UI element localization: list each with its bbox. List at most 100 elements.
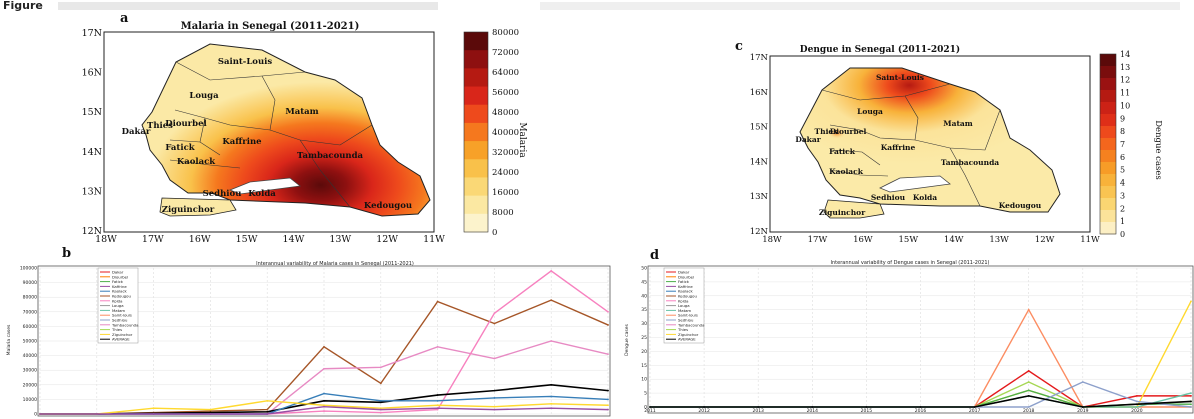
legend-label-kedougou: Kedougou (678, 294, 698, 299)
caption-text-blur-2 (540, 2, 1180, 10)
legend-label-thies: Thies (111, 327, 122, 332)
legend-label-kedougou: Kedougou (112, 294, 132, 299)
colorbar-swatch (1100, 174, 1116, 187)
y-tick-label: 45 (641, 279, 647, 285)
panel-b: b Interannual variability of Malaria cas… (6, 246, 611, 418)
legend-label-thies: Thies (677, 327, 688, 332)
lat-tick-label: 12N (82, 226, 102, 237)
legend-label-tambacounda: Tambacounda (111, 322, 138, 327)
legend-label-dakar: Dakar (112, 270, 124, 275)
series-point-matam (1136, 406, 1138, 408)
casamance-a (159, 197, 237, 217)
ylabel-dengue: Dengue cases (624, 324, 630, 356)
lon-tick-label: 13W (989, 235, 1009, 245)
lon-tick-label: 18W (762, 235, 782, 245)
series-point-kaffrine (436, 407, 439, 410)
region-label-matam: Matam (285, 107, 318, 117)
series-point-tambacounda (436, 345, 439, 348)
legend-label-tambacounda: Tambacounda (677, 322, 704, 327)
region-label-diourbel: Diourbel (165, 119, 207, 129)
series-point-kaffrine (152, 413, 155, 415)
y-tick-label: 50 (641, 266, 647, 272)
y-tick-label: 80000 (23, 295, 37, 301)
region-label-matam: Matam (943, 119, 972, 128)
colorbar-tick-label: 3 (1120, 191, 1125, 200)
series-point-average (323, 399, 325, 402)
region-label-dakar: Dakar (795, 135, 821, 144)
series-lines-b (39, 270, 609, 415)
series-point-kolda (436, 408, 439, 411)
region-label-fatick: Fatick (829, 147, 856, 156)
line-title-malaria: Interannual variability of Malaria cases… (256, 261, 414, 267)
region-label-kedougou: Kedougou (364, 201, 412, 211)
series-point-ziguinchor (152, 407, 155, 410)
series-point-fatick (1190, 403, 1192, 406)
y-tick-label: 10 (641, 377, 647, 383)
x-tick-label: 2020 (1131, 408, 1143, 414)
series-point-ziguinchor (550, 402, 553, 405)
lat-tick-label: 15N (750, 123, 769, 133)
panel-letter-d: d (650, 248, 659, 263)
legend-label-diourbel: Diourbel (112, 274, 128, 279)
series-point-kaffrine (39, 413, 41, 415)
lon-tick-label: 11W (1080, 235, 1100, 245)
series-point-kaffrine (209, 413, 212, 415)
series-point-kolda (493, 312, 496, 315)
ylabel-malaria: Malaria cases (6, 324, 12, 355)
series-point-average (550, 383, 553, 386)
colorbar-swatch (464, 50, 488, 69)
colorbar-swatch (1100, 138, 1116, 151)
x-tick-label: 2018 (1023, 408, 1035, 414)
series-point-kaffrine (493, 408, 496, 411)
colorbar-swatch (464, 177, 488, 197)
series-point-kaffrine (550, 407, 553, 410)
colorbar-tick-label: 11 (1120, 89, 1130, 98)
y-tick-label: 90000 (23, 280, 37, 286)
colorbar-swatch (1100, 90, 1116, 103)
colorbar-swatch (464, 141, 488, 160)
legend-label-louga: Louga (678, 303, 690, 308)
series-point-kaolack (607, 398, 609, 401)
series-point-kaffrine (607, 408, 609, 411)
colorbar-swatch (1100, 78, 1116, 91)
series-point-average (379, 401, 382, 404)
series-point-sedhiou (1136, 400, 1138, 403)
series-point-kaffrine (95, 413, 98, 415)
series-point-kaolack (379, 399, 382, 402)
legend-label-kaffrine: Kaffrine (678, 284, 693, 289)
colorbar-tick-label: 0 (492, 228, 497, 238)
region-label-kaffrine: Kaffrine (222, 137, 262, 147)
series-point-fatick (1027, 389, 1030, 392)
lon-tick-label: 17W (808, 235, 828, 245)
y-tick-label: 40 (641, 293, 647, 299)
legend-label-sedhiou: Sedhiou (112, 318, 128, 323)
x-tick-label: 2016 (915, 408, 927, 414)
gambia-a (228, 177, 301, 195)
lon-ticks-a: 18W 17W 16W 15W 14W 13W 12W 11W (95, 234, 445, 245)
series-point-dakar (1136, 394, 1138, 397)
lat-tick-label: 12N (750, 227, 769, 237)
series-point-average (1136, 403, 1138, 406)
xticks-d: 2011 2012 2013 2014 2015 2016 2017 2018 2019 2020 (644, 408, 1142, 414)
series-point-kedougou (266, 408, 269, 411)
caption-fragment: Figure (3, 0, 43, 12)
legend-label-kaolack: Kaolack (678, 289, 694, 294)
x-tick-label: 2019 (1077, 408, 1089, 414)
lon-tick-label: 16W (189, 234, 211, 245)
lon-tick-label: 17W (142, 234, 164, 245)
grid-d (649, 267, 1192, 408)
series-point-average (266, 410, 269, 413)
y-tick-label: 0 (644, 405, 647, 411)
y-tick-label: 5 (644, 391, 647, 397)
series-point-kaolack (436, 399, 439, 402)
colorbar-swatch (464, 68, 488, 88)
series-point-kolda (550, 270, 553, 272)
series-point-dakar (1190, 394, 1192, 397)
x-tick-label: 2013 (752, 408, 764, 414)
series-point-kedougou (209, 410, 212, 412)
colorbar-tick-label: 32000 (492, 148, 519, 158)
series-point-average (811, 406, 814, 408)
y-tick-label: 60000 (23, 324, 37, 330)
gambia-c (879, 175, 951, 193)
